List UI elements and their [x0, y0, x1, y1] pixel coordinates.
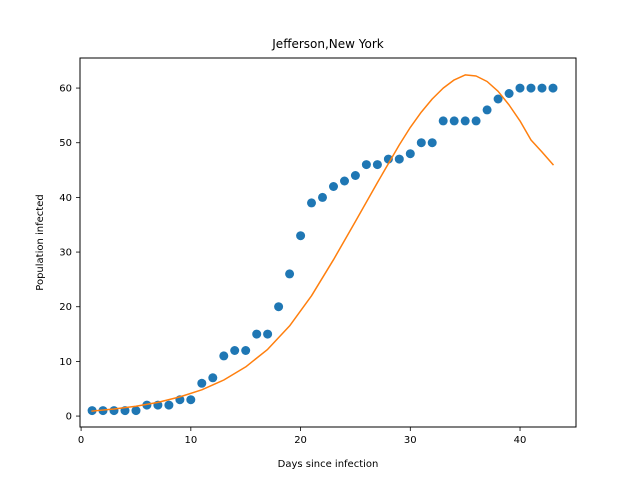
x-tick-label: 30	[404, 435, 417, 446]
y-tick-label: 60	[59, 84, 72, 95]
data-point	[416, 138, 426, 148]
y-tick-label: 0	[66, 412, 72, 423]
x-tick-label: 40	[514, 435, 527, 446]
data-point	[241, 346, 251, 355]
y-tick-label: 10	[59, 357, 72, 368]
data-point	[296, 231, 306, 241]
data-point	[548, 83, 558, 93]
data-point	[252, 329, 262, 339]
data-point	[109, 406, 119, 416]
y-tick-label: 20	[59, 302, 72, 313]
y-tick-label: 30	[59, 248, 72, 259]
data-point	[285, 269, 295, 279]
data-point	[318, 192, 327, 202]
axes-frame	[79, 57, 577, 428]
data-point	[537, 83, 547, 93]
data-point	[307, 198, 316, 208]
data-point	[515, 83, 525, 93]
data-point	[142, 400, 152, 410]
data-point	[526, 83, 536, 93]
chart-title: Jefferson,New York	[271, 37, 384, 51]
data-point	[460, 116, 470, 126]
data-point	[383, 154, 393, 164]
data-point	[164, 400, 174, 410]
fit-curve-line	[91, 74, 555, 412]
data-point	[186, 395, 196, 405]
data-point	[438, 116, 448, 126]
data-point	[131, 406, 141, 416]
data-point	[504, 89, 514, 98]
x-axis-label: Days since infection	[278, 459, 379, 470]
data-point	[372, 160, 382, 170]
data-point	[350, 171, 360, 180]
x-tick-label: 0	[78, 435, 84, 446]
data-point	[219, 351, 229, 361]
data-point	[274, 302, 284, 312]
data-point	[361, 160, 371, 170]
data-point	[329, 182, 338, 191]
x-tick-label: 10	[184, 435, 197, 446]
data-point	[449, 116, 459, 126]
plot-area	[87, 74, 558, 416]
y-tick-label: 40	[59, 193, 72, 204]
data-point	[427, 138, 437, 148]
data-point	[340, 176, 349, 186]
data-point	[405, 149, 415, 159]
data-point	[208, 373, 218, 383]
data-point	[482, 105, 492, 115]
axis-ticks: 0 10 20 30 40 0 10 20 30 40 50 60	[59, 84, 526, 446]
data-point	[394, 154, 404, 164]
x-tick-label: 20	[294, 435, 307, 446]
data-point	[263, 329, 273, 339]
y-axis-label: Population infected	[35, 194, 46, 290]
data-point	[471, 116, 481, 126]
data-point	[230, 346, 240, 355]
data-point	[493, 94, 503, 104]
y-tick-label: 50	[59, 138, 72, 149]
data-point	[197, 378, 207, 388]
